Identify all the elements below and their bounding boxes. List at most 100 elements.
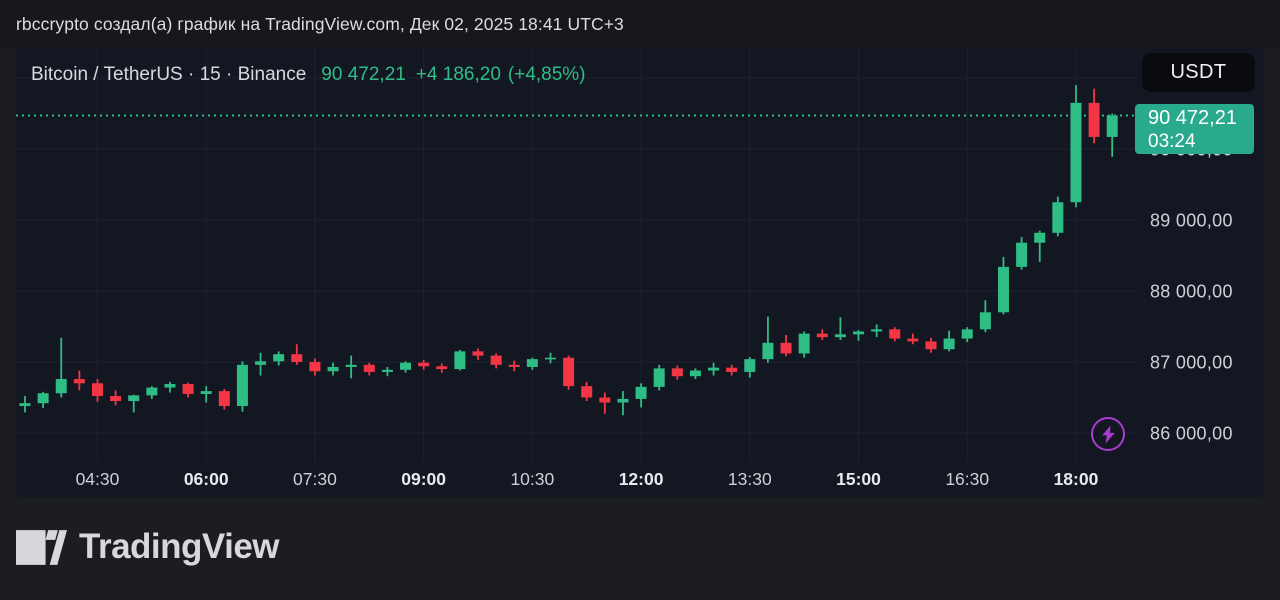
candle — [55, 379, 67, 394]
candle — [19, 403, 31, 407]
candle — [943, 338, 955, 350]
candle — [617, 398, 629, 403]
candle — [37, 393, 49, 404]
footer-bar: TradingView — [0, 497, 1280, 600]
candle — [889, 329, 901, 339]
time-tick-label[interactable]: 12:00 — [619, 469, 664, 489]
candle — [834, 334, 846, 338]
candle-wick — [622, 391, 624, 416]
time-tick-label[interactable]: 04:30 — [76, 469, 120, 489]
candle — [400, 362, 412, 370]
candle — [780, 342, 792, 354]
lightning-icon — [1100, 425, 1117, 444]
candle — [979, 312, 991, 330]
attribution-text: rbccrypto создал(а) график на TradingVie… — [16, 13, 624, 34]
time-tick-label[interactable]: 13:30 — [728, 469, 772, 489]
candle — [871, 329, 883, 332]
time-tick-label[interactable]: 16:30 — [945, 469, 989, 489]
candle — [309, 362, 321, 372]
candle — [635, 386, 647, 399]
candle — [1106, 115, 1118, 137]
candle — [164, 384, 176, 388]
candle-wick — [857, 330, 860, 341]
candle — [526, 359, 538, 367]
candle — [291, 354, 303, 362]
candle-wick — [767, 316, 769, 363]
candle — [563, 357, 575, 387]
candle — [454, 351, 466, 370]
candle — [544, 357, 556, 360]
instant-chart-button[interactable] — [1091, 417, 1125, 451]
candle — [1034, 232, 1046, 243]
tradingview-wordmark: TradingView — [79, 527, 280, 566]
symbol-legend: Bitcoin / TetherUS · 15 · Binance 90 472,… — [31, 64, 586, 86]
candle — [1070, 102, 1082, 203]
currency-unit-label: USDT — [1170, 61, 1227, 83]
candle-wick — [132, 394, 135, 413]
legend-last-price: 90 472,21 — [321, 64, 406, 85]
candle — [798, 333, 810, 354]
candle — [816, 333, 828, 338]
time-tick-label[interactable]: 10:30 — [510, 469, 554, 489]
candle-wick — [839, 317, 842, 340]
time-tick-label[interactable]: 18:00 — [1054, 469, 1099, 489]
candle — [581, 386, 593, 398]
candle — [961, 329, 973, 339]
price-tick-label[interactable]: 87 000,00 — [1150, 353, 1233, 373]
last-price-value: 90 472,21 — [1148, 107, 1237, 129]
candle-wick — [205, 386, 208, 403]
candle — [146, 387, 158, 396]
candle — [472, 351, 484, 356]
candle — [218, 391, 230, 407]
candle — [345, 364, 357, 367]
candle-wick — [1038, 230, 1041, 262]
candle — [182, 384, 194, 394]
candle — [508, 364, 520, 367]
candle — [599, 397, 611, 403]
symbol-title[interactable]: Bitcoin / TetherUS · 15 · Binance — [31, 64, 307, 85]
candle — [925, 341, 937, 350]
attribution-bar: rbccrypto создал(а) график на TradingVie… — [0, 0, 1280, 48]
candle — [1016, 242, 1028, 267]
candle — [762, 342, 774, 360]
tradingview-logo-icon — [16, 529, 67, 565]
candle — [1088, 102, 1100, 137]
time-tick-label[interactable]: 09:00 — [401, 469, 446, 489]
candle — [689, 370, 701, 377]
candle — [1052, 202, 1064, 233]
candle — [726, 367, 738, 372]
candle — [73, 379, 85, 384]
candle — [255, 361, 267, 365]
candle — [853, 331, 865, 335]
time-tick-label[interactable]: 07:30 — [293, 469, 337, 489]
candle — [273, 354, 285, 362]
candle — [436, 366, 448, 370]
time-tick-label[interactable]: 06:00 — [184, 469, 229, 489]
legend-change: +4 186,20 — [415, 64, 501, 85]
legend-change-percent: (+4,85%) — [507, 64, 586, 85]
tradingview-logo[interactable]: TradingView — [16, 527, 280, 567]
candle — [744, 359, 756, 372]
candle — [907, 338, 919, 342]
candle — [363, 364, 375, 372]
price-tick-label[interactable]: 89 000,00 — [1150, 211, 1233, 231]
candle — [327, 366, 339, 372]
price-tick-label[interactable]: 88 000,00 — [1150, 282, 1233, 302]
candle-wick — [603, 392, 606, 414]
candle — [110, 396, 122, 402]
currency-unit-button[interactable]: USDT — [1142, 53, 1255, 92]
candle-wick — [60, 337, 63, 398]
candle — [381, 369, 393, 372]
candle-countdown: 03:24 — [1148, 131, 1196, 152]
candle — [91, 383, 103, 397]
candle — [418, 362, 430, 367]
candle — [708, 367, 720, 371]
time-tick-label[interactable]: 15:00 — [836, 469, 881, 489]
price-tick-label[interactable]: 86 000,00 — [1150, 424, 1233, 444]
candle — [671, 368, 683, 377]
last-price-tag[interactable]: 90 472,21 03:24 — [1135, 104, 1254, 154]
candle — [997, 266, 1009, 313]
candle — [490, 355, 502, 365]
